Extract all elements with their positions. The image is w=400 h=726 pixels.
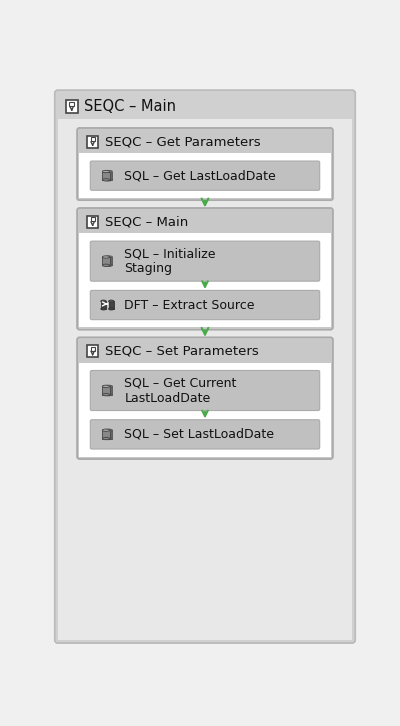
Ellipse shape (109, 300, 114, 302)
FancyBboxPatch shape (109, 301, 114, 309)
Ellipse shape (102, 393, 110, 396)
FancyBboxPatch shape (87, 346, 98, 357)
Ellipse shape (102, 171, 110, 173)
FancyBboxPatch shape (77, 208, 333, 330)
Ellipse shape (105, 264, 112, 266)
FancyBboxPatch shape (90, 161, 320, 190)
FancyBboxPatch shape (105, 171, 112, 180)
Ellipse shape (102, 256, 110, 258)
FancyBboxPatch shape (105, 257, 112, 265)
FancyBboxPatch shape (90, 290, 320, 319)
FancyBboxPatch shape (90, 218, 95, 221)
Ellipse shape (105, 429, 112, 431)
Text: SEQC – Main: SEQC – Main (84, 99, 176, 114)
Ellipse shape (105, 179, 112, 181)
Ellipse shape (101, 300, 106, 302)
FancyBboxPatch shape (87, 216, 98, 228)
FancyBboxPatch shape (66, 100, 78, 113)
FancyBboxPatch shape (90, 347, 95, 351)
FancyBboxPatch shape (87, 136, 98, 147)
Text: SQL – Set LastLoadDate: SQL – Set LastLoadDate (124, 428, 274, 441)
Ellipse shape (105, 386, 112, 388)
FancyBboxPatch shape (102, 386, 110, 395)
FancyBboxPatch shape (102, 171, 110, 180)
Ellipse shape (105, 256, 112, 258)
Text: SQL – Get LastLoadDate: SQL – Get LastLoadDate (124, 169, 276, 182)
Text: SQL – Initialize
Staging: SQL – Initialize Staging (124, 247, 216, 275)
FancyBboxPatch shape (102, 257, 110, 265)
Ellipse shape (109, 308, 114, 310)
FancyBboxPatch shape (102, 431, 110, 439)
FancyBboxPatch shape (105, 386, 112, 395)
Text: SEQC – Set Parameters: SEQC – Set Parameters (105, 345, 259, 358)
FancyBboxPatch shape (58, 120, 352, 640)
Ellipse shape (101, 308, 106, 310)
FancyBboxPatch shape (80, 363, 330, 457)
FancyBboxPatch shape (90, 137, 95, 141)
FancyBboxPatch shape (80, 234, 330, 327)
FancyBboxPatch shape (105, 431, 112, 439)
Ellipse shape (105, 437, 112, 440)
Text: DFT – Extract Source: DFT – Extract Source (124, 298, 255, 311)
FancyBboxPatch shape (101, 301, 106, 309)
FancyBboxPatch shape (90, 370, 320, 410)
FancyBboxPatch shape (80, 153, 330, 198)
FancyBboxPatch shape (70, 102, 74, 105)
Ellipse shape (102, 264, 110, 266)
FancyBboxPatch shape (77, 128, 333, 200)
Text: SEQC – Main: SEQC – Main (105, 216, 188, 229)
FancyBboxPatch shape (55, 90, 355, 643)
FancyBboxPatch shape (90, 420, 320, 449)
Ellipse shape (105, 171, 112, 173)
FancyBboxPatch shape (77, 338, 333, 459)
Text: SEQC – Get Parameters: SEQC – Get Parameters (105, 135, 261, 148)
Ellipse shape (102, 437, 110, 440)
Ellipse shape (102, 386, 110, 388)
FancyBboxPatch shape (90, 241, 320, 281)
Ellipse shape (105, 393, 112, 396)
Ellipse shape (102, 179, 110, 181)
Text: SQL – Get Current
LastLoadDate: SQL – Get Current LastLoadDate (124, 377, 237, 404)
Ellipse shape (102, 429, 110, 431)
